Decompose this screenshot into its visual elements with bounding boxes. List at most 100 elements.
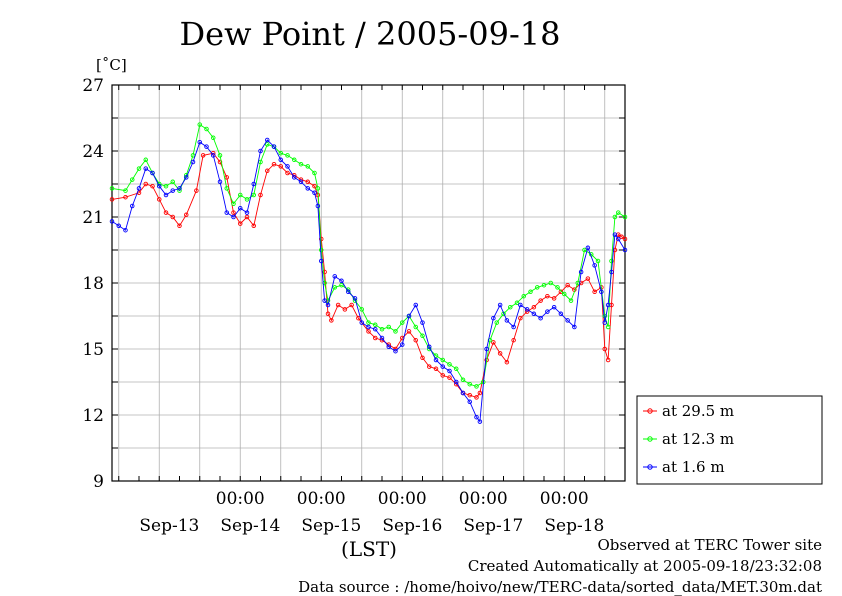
data-point [190, 159, 196, 165]
legend-marker [647, 408, 653, 414]
data-point [572, 324, 577, 330]
data-point [170, 188, 175, 193]
data-point [440, 373, 446, 378]
data-point [346, 289, 351, 295]
data-point [373, 326, 378, 332]
data-point [504, 318, 510, 323]
data-point [595, 258, 601, 264]
data-point [315, 203, 321, 209]
data-point [420, 355, 425, 361]
data-point [528, 289, 533, 295]
data-point [545, 309, 550, 314]
data-point [143, 166, 148, 171]
data-point [605, 357, 611, 363]
data-point [129, 203, 135, 209]
data-point [319, 258, 324, 264]
data-point [224, 186, 229, 191]
data-point [244, 214, 250, 220]
data-point [339, 282, 344, 288]
data-point [325, 311, 331, 317]
x-time-label: 00:00 [297, 489, 346, 509]
data-point [406, 313, 412, 319]
data-point [551, 304, 557, 310]
data-point [143, 181, 148, 187]
data-point [474, 414, 479, 420]
data-point [454, 366, 459, 372]
data-point [109, 219, 115, 224]
data-point [420, 333, 425, 339]
x-time-label: 00:00 [540, 489, 589, 509]
data-point [170, 179, 175, 185]
data-point [592, 289, 597, 295]
data-point [565, 318, 570, 323]
data-point [136, 186, 142, 191]
legend-label: at 12.3 m [662, 430, 734, 448]
data-point [278, 157, 284, 163]
data-point [244, 197, 250, 202]
data-point [349, 302, 354, 308]
data-point [535, 285, 540, 290]
data-point [231, 214, 236, 220]
data-point [335, 302, 341, 308]
footer-site: Observed at TERC Tower site [597, 536, 822, 554]
data-point [460, 390, 466, 396]
data-point [305, 186, 311, 191]
data-point [491, 340, 496, 345]
data-point [217, 153, 223, 158]
data-point [183, 175, 189, 180]
x-axis-label: (LST) [341, 537, 397, 561]
data-point [271, 161, 277, 167]
data-point [359, 320, 365, 325]
data-point [609, 258, 614, 264]
data-point [366, 324, 371, 330]
data-point [531, 311, 537, 317]
data-point [406, 329, 412, 334]
data-point [555, 285, 560, 290]
data-point [504, 359, 510, 365]
data-point [538, 315, 543, 321]
data-point [477, 390, 483, 396]
data-point [278, 164, 284, 169]
data-point [278, 150, 284, 156]
data-point [231, 210, 236, 215]
data-point [366, 329, 371, 334]
data-point [440, 357, 446, 363]
data-point [609, 269, 614, 275]
data-point [325, 302, 331, 308]
x-date-label: Sep-14 [220, 516, 280, 536]
footer-created: Created Automatically at 2005-09-18/23:3… [467, 557, 822, 575]
data-point [592, 263, 597, 268]
data-point [447, 368, 452, 374]
data-point [541, 282, 547, 288]
data-point [400, 320, 405, 325]
data-point [511, 324, 516, 330]
y-axis-label: [˚C] [96, 56, 127, 74]
data-point [427, 364, 432, 369]
data-point [379, 326, 385, 332]
data-point [494, 320, 500, 325]
data-point [440, 364, 446, 369]
data-point [251, 181, 256, 187]
data-point [237, 192, 243, 198]
data-point [319, 247, 324, 253]
data-point [622, 247, 628, 253]
legend-label: at 29.5 m [662, 402, 734, 420]
series-line [111, 139, 626, 423]
data-point [386, 324, 392, 330]
data-point [413, 337, 419, 343]
data-point [109, 197, 115, 202]
data-point [109, 186, 115, 191]
data-point [521, 293, 527, 299]
series-group [109, 122, 628, 424]
data-point [217, 179, 223, 185]
data-point [514, 300, 520, 306]
data-point [379, 335, 385, 341]
data-point [467, 381, 473, 387]
data-point [258, 192, 263, 198]
data-point [194, 188, 199, 193]
data-point [467, 399, 473, 405]
legend-label: at 1.6 m [662, 458, 725, 476]
y-tick-label: 9 [93, 472, 104, 492]
data-point [420, 320, 425, 325]
